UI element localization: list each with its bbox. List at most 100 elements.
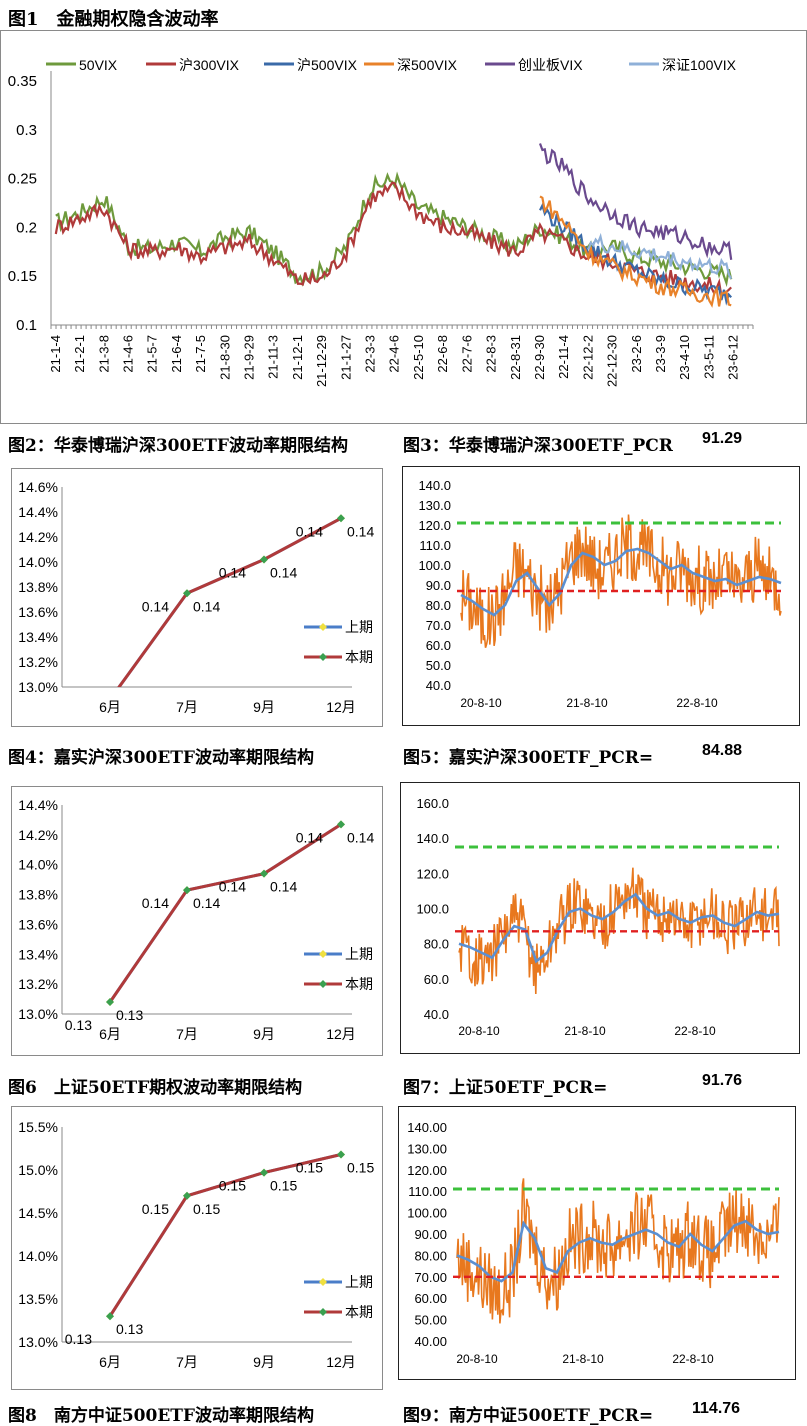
y-tick-label: 14.4% <box>18 504 58 520</box>
x-tick-label: 21-12-29 <box>314 335 329 387</box>
x-tick-label: 21-9-29 <box>241 335 256 380</box>
legend-label: 深证100VIX <box>662 57 737 73</box>
fig5-value: 84.88 <box>702 742 743 759</box>
legend-label: 深500VIX <box>397 57 458 73</box>
y-tick-label: 0.3 <box>16 122 37 139</box>
x-tick-label: 22-8-10 <box>674 1024 716 1038</box>
data-label: 0.14 <box>296 523 323 539</box>
series-line <box>117 516 342 687</box>
x-tick-label: 9月 <box>253 1026 275 1042</box>
data-point <box>183 886 191 895</box>
y-tick-label: 14.6% <box>18 479 58 495</box>
fig6-chart: 13.0% 13.5% 14.0% 14.5% 15.0% 15.5% 6月 7月 9月 12月 0… <box>18 1119 374 1370</box>
legend-marker <box>319 623 327 631</box>
pcr-raw-line <box>460 514 782 648</box>
series-line <box>108 823 342 1003</box>
fig7-panel: 40.00 50.00 60.00 70.00 80.00 90.00 100.00 110.… <box>398 1106 796 1380</box>
y-tick-label: 70.0 <box>426 618 451 633</box>
data-label: 0.14 <box>142 895 169 911</box>
x-tick-label: 21-8-10 <box>564 1024 606 1038</box>
y-tick-label: 15.5% <box>18 1119 58 1135</box>
y-tick-label: 13.5% <box>18 1291 58 1307</box>
x-tick-label: 21-5-7 <box>145 335 160 373</box>
series-line <box>108 1153 342 1318</box>
x-tick-label: 6月 <box>99 1354 121 1370</box>
data-point <box>337 514 345 523</box>
y-tick-label: 120.0 <box>418 518 451 533</box>
fig2-chart: 13.0% 13.2% 13.4% 13.6% 13.8% 14.0% 14.2% 14.4%… <box>18 479 374 715</box>
fig2-title: 图2：华泰博瑞沪深300ETF波动率期限结构 <box>8 436 348 456</box>
x-tick-label: 6月 <box>99 1026 121 1042</box>
x-tick-label: 23-4-10 <box>677 335 692 380</box>
series-line <box>539 202 733 306</box>
y-tick-label: 13.4% <box>18 629 58 645</box>
series-line <box>538 143 733 260</box>
x-tick-label: 22-3-3 <box>363 335 378 373</box>
y-tick-label: 13.6% <box>18 604 58 620</box>
y-tick-label: 60.0 <box>424 972 449 987</box>
y-tick-label: 13.0% <box>18 679 58 695</box>
fig5-chart: 40.0 60.0 80.0 100.0 120.0 140.0 160.0 20-8-10 2… <box>416 796 780 1038</box>
fig3-panel: 40.0 50.0 60.0 70.0 80.0 90.0 100.0 110.0 120.0 1… <box>402 466 800 726</box>
fig4-chart: 13.0% 13.2% 13.4% 13.6% 13.8% 14.0% 14.2% 14.4%… <box>18 797 374 1042</box>
x-tick-label: 21-8-10 <box>566 696 608 710</box>
x-tick-label: 7月 <box>176 699 198 715</box>
y-tick-label: 60.00 <box>414 1291 447 1306</box>
y-tick-label: 50.00 <box>414 1313 447 1328</box>
y-tick-label: 14.0% <box>18 1248 58 1264</box>
fig5-title: 图5：嘉实沪深300ETF_PCR= <box>403 748 654 768</box>
x-tick-label: 21-1-4 <box>48 335 63 373</box>
x-tick-label: 22-6-8 <box>435 335 450 373</box>
y-tick-label: 40.0 <box>424 1007 449 1022</box>
data-label: 0.15 <box>347 1160 374 1176</box>
y-tick-label: 13.2% <box>18 654 58 670</box>
y-tick-label: 100.00 <box>407 1206 447 1221</box>
y-tick-label: 60.0 <box>426 638 451 653</box>
y-tick-label: 110.0 <box>419 538 451 553</box>
x-tick-label: 6月 <box>99 699 121 715</box>
legend-label: 沪300VIX <box>179 57 240 73</box>
x-tick-label: 21-6-4 <box>169 335 184 373</box>
data-point <box>260 555 268 564</box>
data-point <box>337 820 345 829</box>
y-tick-label: 13.4% <box>18 946 58 962</box>
data-label: 0.14 <box>219 565 246 581</box>
series-line <box>108 823 342 1003</box>
fig7-value: 91.76 <box>702 1072 743 1089</box>
legend-label: 沪500VIX <box>297 57 358 73</box>
y-tick-label: 120.0 <box>416 866 449 881</box>
data-label: 0.15 <box>219 1178 246 1194</box>
x-tick-label: 20-8-10 <box>458 1024 500 1038</box>
y-tick-label: 80.00 <box>414 1248 447 1263</box>
x-tick-label: 21-11-3 <box>266 335 281 379</box>
x-tick-label: 23-2-6 <box>629 335 644 373</box>
data-label: 0.14 <box>270 879 297 895</box>
series-line <box>54 181 732 299</box>
series-line <box>587 232 733 280</box>
fig6-title: 图6 上证50ETF期权波动率期限结构 <box>8 1078 303 1098</box>
x-tick-label: 9月 <box>253 699 275 715</box>
x-tick-label: 22-8-10 <box>672 1352 714 1366</box>
data-label: 0.14 <box>296 829 323 845</box>
x-tick-label: 21-8-10 <box>562 1352 604 1366</box>
y-tick-label: 40.0 <box>426 678 451 693</box>
legend-marker <box>319 1278 327 1286</box>
fig1-chart: 0.1 0.15 0.2 0.25 0.3 0.35 21-1-4 21-2-1 21-3-8 2… <box>8 57 754 387</box>
data-point <box>260 1168 268 1177</box>
x-tick-label: 22-12-2 <box>580 335 595 380</box>
legend-label: 本期 <box>345 1304 373 1320</box>
x-tick-label: 21-3-8 <box>96 335 111 373</box>
legend-marker <box>319 1308 327 1316</box>
x-tick-label: 21-4-6 <box>120 335 135 373</box>
y-tick-label: 14.0% <box>18 857 58 873</box>
fig6-panel: 13.0% 13.5% 14.0% 14.5% 15.0% 15.5% 6月 7月 9月 12月 0… <box>11 1106 383 1390</box>
x-tick-label: 22-4-6 <box>387 335 402 373</box>
data-label: 0.14 <box>347 829 374 845</box>
y-tick-label: 140.00 <box>407 1120 447 1135</box>
y-tick-label: 110.00 <box>408 1184 447 1199</box>
y-tick-label: 50.0 <box>426 658 451 673</box>
series-line <box>539 195 732 308</box>
x-tick-label: 23-5-11 <box>701 335 716 379</box>
y-tick-label: 13.0% <box>18 1334 58 1350</box>
x-tick-label: 12月 <box>326 699 356 715</box>
